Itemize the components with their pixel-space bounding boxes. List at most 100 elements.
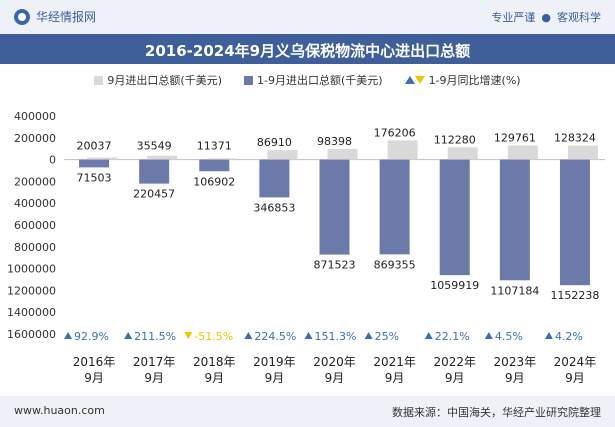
data-label-monthly: 20037 (77, 140, 112, 153)
x-tick-label-year: 2017年 (133, 355, 176, 369)
growth-up-marker (124, 332, 133, 339)
brand: 华经情报网 (14, 8, 96, 25)
bar-monthly (507, 145, 538, 160)
growth-up-marker (484, 332, 493, 339)
y-tick-label: 600000 (14, 219, 56, 232)
data-label-cumulative: 1107184 (490, 284, 539, 297)
data-label-cumulative: 71503 (77, 171, 112, 184)
bar-cumulative (379, 159, 410, 255)
bar-cumulative (319, 159, 350, 255)
y-tick-label: 1600000 (7, 328, 56, 341)
x-tick-label-month: 9月 (505, 371, 525, 385)
legend-item-monthly: 9月进出口总额(千美元) (94, 72, 222, 88)
tagline-left: 专业严谨 (491, 11, 536, 24)
x-tick-label-year: 2019年 (253, 355, 296, 369)
bar-cumulative (79, 159, 110, 168)
x-tick-label-month: 9月 (204, 371, 224, 385)
bar-cumulative (499, 159, 530, 281)
data-label-monthly: 128324 (554, 132, 596, 145)
bar-cumulative (439, 159, 470, 276)
growth-up-marker (64, 332, 73, 339)
bar-monthly (267, 150, 298, 160)
footer-site: www.huaon.com (14, 404, 105, 417)
y-tick-label: 200000 (14, 132, 56, 145)
data-label-monthly: 129761 (494, 131, 536, 144)
x-tick-label-month: 9月 (565, 371, 585, 385)
y-tick-label: 1000000 (7, 263, 56, 276)
x-tick-label-month: 9月 (84, 371, 104, 385)
footer-source: 数据来源：中国海关，华经产业研究院整理 (392, 406, 601, 419)
growth-up-marker (364, 332, 373, 339)
tagline: 专业严谨 ● 客观科学 (491, 9, 601, 25)
bar-cumulative (259, 159, 290, 198)
data-label-monthly: 86910 (257, 136, 292, 149)
data-label-monthly: 11371 (197, 140, 232, 153)
bar-monthly (87, 157, 118, 160)
bar-cumulative (199, 159, 230, 172)
x-tick-label-year: 2018年 (193, 355, 236, 369)
x-tick-label-year: 2021年 (373, 355, 416, 369)
data-label-monthly: 35549 (137, 140, 172, 153)
x-tick-label-month: 9月 (265, 371, 285, 385)
x-tick-label-month: 9月 (445, 371, 465, 385)
bar-monthly (147, 155, 178, 160)
data-label-cumulative: 346853 (253, 201, 295, 214)
data-label-growth: 224.5% (254, 330, 296, 343)
data-label-cumulative: 1152238 (550, 289, 599, 302)
data-label-cumulative: 106902 (193, 175, 235, 188)
top-banner: 华经情报网 专业严谨 ● 客观科学 (0, 0, 615, 34)
x-tick-label-year: 2023年 (494, 355, 537, 369)
data-label-monthly: 98398 (317, 135, 352, 148)
growth-up-marker (244, 332, 253, 339)
bar-cumulative (559, 159, 590, 286)
growth-down-marker (184, 332, 193, 339)
bar-monthly (207, 158, 238, 160)
x-tick-label-month: 9月 (325, 371, 345, 385)
data-label-monthly: 176206 (374, 126, 416, 139)
tagline-dot: ● (541, 11, 551, 24)
y-tick-label: 1400000 (7, 306, 56, 319)
triangle-up-icon (404, 76, 415, 84)
triangle-down-icon (414, 76, 425, 84)
data-label-cumulative: 1059919 (430, 279, 479, 292)
legend-swatch-monthly (94, 75, 104, 85)
bar-monthly (387, 140, 418, 160)
data-label-cumulative: 220457 (133, 188, 175, 201)
brand-logo-icon (14, 8, 30, 25)
data-label-growth: 92.9% (74, 330, 109, 343)
footer-bar: www.huaon.com 数据来源：中国海关，华经产业研究院整理 (0, 396, 615, 427)
y-tick-label: 200000 (14, 175, 56, 188)
data-label-growth: 22.1% (435, 330, 470, 343)
y-tick-label: 800000 (14, 241, 56, 254)
x-tick-label-year: 2016年 (73, 355, 116, 369)
chart-title: 2016-2024年9月义乌保税物流中心进出口总额 (144, 42, 471, 60)
y-tick-label: 1200000 (7, 284, 56, 297)
brand-name: 华经情报网 (36, 10, 97, 24)
bar-monthly (327, 148, 358, 160)
bar-cumulative (139, 159, 170, 184)
growth-up-marker (304, 332, 313, 339)
legend-label-growth: 1-9月同比增速(%) (428, 74, 521, 87)
bar-monthly (447, 147, 478, 160)
legend-growth-icon (404, 76, 425, 84)
legend-label-cumulative: 1-9月进出口总额(千美元) (257, 74, 383, 87)
bar-monthly (567, 145, 598, 160)
data-label-cumulative: 871523 (314, 259, 356, 272)
legend-label-monthly: 9月进出口总额(千美元) (107, 74, 222, 87)
data-label-cumulative: 869355 (374, 258, 416, 271)
y-tick-label: 400000 (14, 197, 56, 210)
y-tick-label: 400000 (14, 110, 56, 123)
bar-chart: 1600000 1400000 1200000 1000000 800000 600000… (7, 110, 605, 385)
data-label-growth: 151.3% (315, 330, 357, 343)
data-label-monthly: 112280 (434, 133, 476, 146)
data-label-growth: 4.5% (495, 330, 523, 343)
legend-item-growth: 1-9月同比增速(%) (404, 72, 521, 88)
legend: 9月进出口总额(千美元) 1-9月进出口总额(千美元) 1-9月同比增速(%) (0, 72, 615, 88)
title-bar: 2016-2024年9月义乌保税物流中心进出口总额 (0, 34, 615, 64)
x-tick-label-year: 2020年 (313, 355, 356, 369)
legend-item-cumulative: 1-9月进出口总额(千美元) (244, 72, 383, 88)
x-tick-label-month: 9月 (144, 371, 164, 385)
tagline-right: 客观科学 (557, 11, 601, 24)
y-tick-label: 0 (49, 154, 56, 167)
